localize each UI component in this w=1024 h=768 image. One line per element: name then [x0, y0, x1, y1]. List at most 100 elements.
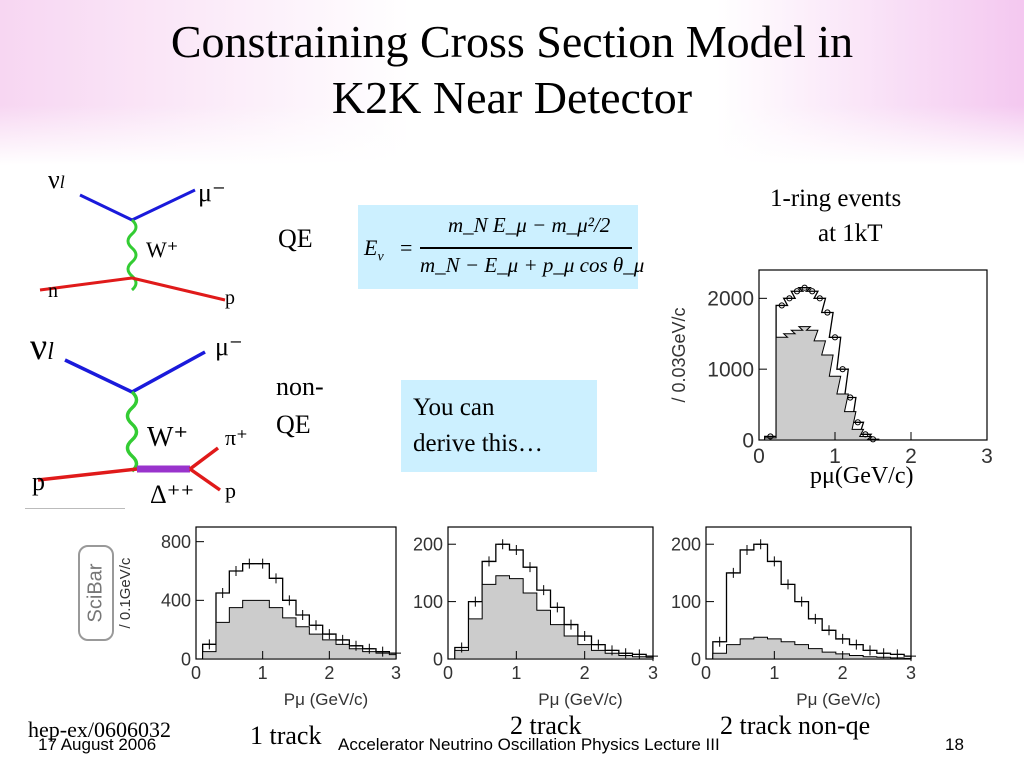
data-point — [810, 613, 821, 624]
nonqe-p-out-label: p — [225, 478, 236, 503]
nonqe-w-label: W⁺ — [147, 422, 189, 453]
data-point — [809, 288, 816, 295]
nonqe-mu-label: μ⁻ — [215, 332, 243, 361]
data-point — [525, 562, 535, 573]
data-point — [484, 556, 494, 567]
formula-lhs: Eν — [364, 235, 384, 265]
x-tick-label: 1 — [511, 663, 521, 683]
x-axis-label: Pμ (GeV/c) — [796, 690, 880, 709]
data-point — [767, 433, 774, 440]
nonqe-p-in-label: p — [32, 467, 45, 496]
data-point — [311, 620, 321, 631]
data-point — [271, 573, 281, 584]
x-tick-label: 2 — [324, 663, 334, 683]
data-point — [620, 648, 631, 659]
data-point — [284, 595, 295, 606]
qe-feynman-diagram — [39, 188, 226, 302]
two-track-nonqe-chart: 0 1 2 3 0 100 200 Pμ (GeV/c) — [671, 526, 916, 709]
data-point — [769, 556, 780, 567]
y-tick-label: 100 — [671, 592, 701, 612]
mc-filled-histogram — [712, 636, 912, 660]
x-tick-label: 2 — [838, 663, 848, 683]
data-point — [878, 648, 889, 659]
data-point — [566, 619, 576, 630]
footer-lecture: Accelerator Neutrino Oscillation Physics… — [338, 735, 720, 754]
data-point — [470, 596, 481, 607]
nonqe-feynman-diagram — [37, 350, 222, 492]
footer-date: 17 August 2006 — [38, 735, 157, 754]
data-point — [538, 585, 549, 596]
data-point — [217, 588, 228, 598]
mc-filled-histogram — [764, 326, 880, 441]
data-point — [244, 558, 255, 569]
y-tick-label: 2000 — [707, 288, 754, 311]
qe-p-label: p — [225, 287, 235, 309]
ring-chart-title: 1-ring events — [770, 185, 902, 212]
data-point — [755, 539, 766, 550]
data-point — [854, 419, 861, 426]
x-tick-label: 1 — [769, 663, 779, 683]
x-tick-label: 1 — [258, 663, 268, 683]
data-point — [377, 646, 388, 657]
title-line-2: K2K Near Detector — [331, 72, 693, 123]
x-tick-label: 3 — [906, 663, 916, 683]
y-tick-label: 1000 — [707, 359, 754, 382]
x-tick-label: 0 — [753, 445, 765, 468]
formula-equals: = — [400, 235, 413, 260]
y-tick-label: 200 — [671, 535, 701, 555]
scibar-label: SciBar — [84, 563, 107, 623]
x-tick-label: 1 — [829, 445, 841, 468]
y-tick-label: 0 — [742, 429, 754, 452]
formula-denominator: m_N − E_μ + p_μ cos θ_μ — [420, 253, 645, 277]
data-point — [257, 558, 268, 569]
y-axis-label: / 0.03GeV/c — [669, 307, 689, 402]
slide-title: Constraining Cross Section Model in K2K … — [0, 14, 1024, 126]
data-point — [511, 544, 522, 555]
data-point — [824, 625, 834, 636]
data-point — [869, 436, 877, 443]
data-point — [831, 334, 839, 341]
data-point — [497, 539, 508, 550]
formula-fraction-bar — [420, 247, 632, 249]
nonqe-nu-label: νl — [30, 326, 54, 368]
data-point — [847, 394, 854, 401]
ring-chart-xlabel: pμ(GeV/c) — [810, 463, 914, 489]
one-track-chart: 0 1 2 3 0 400 800 / 0.1GeV/c Pμ (GeV/c) — [117, 526, 401, 709]
data-point — [593, 639, 604, 650]
y-tick-label: 0 — [433, 649, 443, 669]
y-tick-label: 0 — [181, 649, 191, 669]
y-tick-label: 100 — [413, 592, 443, 612]
data-point — [892, 649, 903, 660]
data-point — [728, 567, 739, 578]
qe-n-label: n — [48, 280, 58, 302]
data-point — [851, 639, 862, 650]
mc-filled-histogram — [202, 599, 397, 660]
x-tick-label: 0 — [191, 663, 201, 683]
data-point — [297, 610, 308, 620]
data-point — [456, 642, 467, 653]
diagram-divider — [25, 508, 125, 509]
data-point — [204, 639, 215, 650]
mc-filled-histogram — [454, 575, 654, 660]
x-tick-label: 2 — [905, 445, 917, 468]
nonqe-pi-label: π⁺ — [225, 425, 248, 450]
formula-numerator: m_N E_μ − m_μ²/2 — [448, 213, 611, 237]
x-tick-label: 3 — [648, 663, 658, 683]
mc-total-histogram — [764, 287, 880, 440]
data-point — [796, 596, 807, 607]
data-point — [778, 302, 785, 309]
data-point — [337, 634, 348, 645]
derive-callout: You can derive this… — [401, 380, 597, 472]
x-tick-label: 0 — [701, 663, 711, 683]
data-point — [324, 629, 335, 640]
data-point — [786, 295, 793, 302]
data-point — [837, 633, 848, 644]
y-tick-label: 0 — [691, 649, 701, 669]
data-point — [742, 544, 752, 555]
data-point — [824, 309, 831, 316]
data-point — [816, 295, 823, 302]
data-point — [351, 640, 361, 651]
data-point — [839, 366, 846, 373]
data-point — [865, 645, 875, 656]
caption-two-track: 2 track — [510, 711, 582, 740]
